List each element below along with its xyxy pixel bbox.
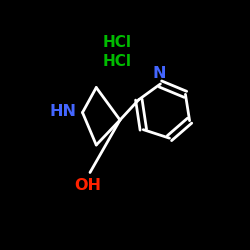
Text: HN: HN (49, 104, 76, 119)
Text: HCl: HCl (103, 54, 132, 69)
Text: N: N (152, 66, 166, 82)
Text: OH: OH (74, 178, 101, 192)
Text: HCl: HCl (103, 35, 132, 50)
